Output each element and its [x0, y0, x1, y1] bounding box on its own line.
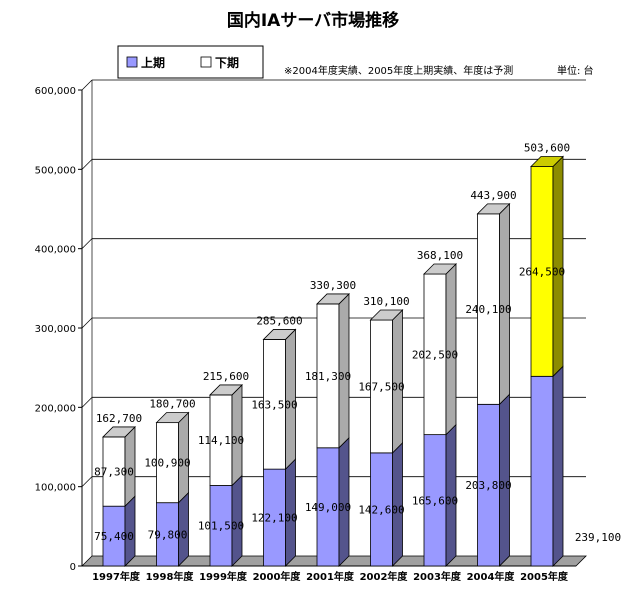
y-tick-label: 0 [70, 562, 76, 573]
chart-note: ※2004年度実績、2005年度上期実績、年度は予測 [284, 64, 513, 77]
gridline-depth [81, 159, 93, 170]
x-tick-label: 1998年度 [146, 570, 195, 583]
gridline-depth [81, 476, 93, 487]
x-tick-label: 1997年度 [92, 570, 141, 583]
bar-first-half-side [552, 365, 564, 567]
bar-second-half-top [155, 412, 190, 424]
x-tick-label: 2004年度 [467, 570, 516, 583]
x-tick-label: 2000年度 [253, 570, 302, 583]
data-label-total: 215,600 [203, 370, 249, 383]
legend-label-second-half: 下期 [215, 55, 239, 70]
legend-swatch-second-half [200, 56, 212, 68]
data-label-total: 368,100 [417, 249, 463, 262]
data-label-first-half: 239,100 [575, 531, 621, 544]
y-tick-label: 600,000 [35, 86, 76, 97]
data-label-total: 330,300 [310, 279, 356, 292]
data-label-second-half: 100,900 [144, 457, 190, 470]
legend-label-first-half: 上期 [141, 55, 165, 70]
data-label-first-half: 165,600 [412, 494, 458, 507]
data-label-total: 503,600 [524, 141, 570, 154]
y-tick-label: 100,000 [35, 483, 76, 494]
data-label-second-half: 114,100 [198, 434, 244, 447]
data-label-first-half: 79,800 [148, 528, 188, 541]
data-label-second-half: 181,300 [305, 370, 351, 383]
bar-second-half-top [316, 293, 350, 305]
bar-second-half-top [369, 309, 404, 321]
legend-swatch-first-half [126, 56, 138, 68]
data-label-second-half: 163,500 [251, 398, 297, 411]
bar-second-half-top [423, 263, 457, 275]
y-tick-label: 300,000 [35, 324, 76, 335]
data-label-total: 162,700 [96, 412, 142, 425]
data-label-second-half: 167,500 [358, 380, 404, 393]
gridline-depth [81, 79, 93, 91]
y-tick-label: 400,000 [35, 245, 76, 256]
bar-first-half [530, 375, 554, 567]
data-label-first-half: 101,500 [198, 520, 244, 533]
bar-second-half-top [102, 426, 136, 438]
data-label-second-half: 202,500 [412, 348, 458, 361]
data-label-total: 443,900 [470, 189, 516, 202]
data-label-first-half: 122,100 [251, 512, 297, 525]
bar-second-half-top [530, 156, 564, 167]
x-tick-label: 2002年度 [360, 570, 409, 583]
data-label-total: 180,700 [149, 398, 195, 411]
bar-second-half-top [476, 203, 511, 215]
legend-box [117, 45, 264, 79]
data-label-total: 285,600 [256, 314, 302, 327]
data-label-second-half: 240,100 [465, 303, 511, 316]
chart-title: 国内IAサーバ市場推移 [227, 10, 399, 31]
y-tick-label: 500,000 [35, 165, 76, 176]
x-tick-label: 2005年度 [520, 570, 569, 583]
data-label-first-half: 142,600 [358, 503, 404, 516]
x-tick-label: 2001年度 [306, 570, 355, 583]
gridline-depth [81, 397, 93, 408]
plot-area: 0 100,000 200,000 300,000 400,000 500,000 600,… [35, 79, 621, 583]
data-label-second-half: 264,500 [519, 265, 565, 278]
gridline-depth [81, 238, 93, 249]
gridline-depth [81, 317, 93, 329]
y-tick-label: 200,000 [35, 403, 76, 414]
bar-second-half-top [262, 329, 297, 340]
unit-label: 単位: 台 [557, 64, 594, 77]
legend: 上期 下期 [117, 45, 264, 79]
data-label-first-half: 203,800 [465, 479, 511, 492]
data-label-first-half: 149,000 [305, 501, 351, 514]
data-label-total: 310,100 [363, 295, 409, 308]
x-tick-label: 1999年度 [199, 570, 248, 583]
x-tick-label: 2003年度 [413, 570, 462, 583]
data-label-first-half: 75,400 [94, 530, 134, 543]
bar-second-half-top [209, 384, 243, 396]
data-label-second-half: 87,300 [94, 466, 134, 479]
